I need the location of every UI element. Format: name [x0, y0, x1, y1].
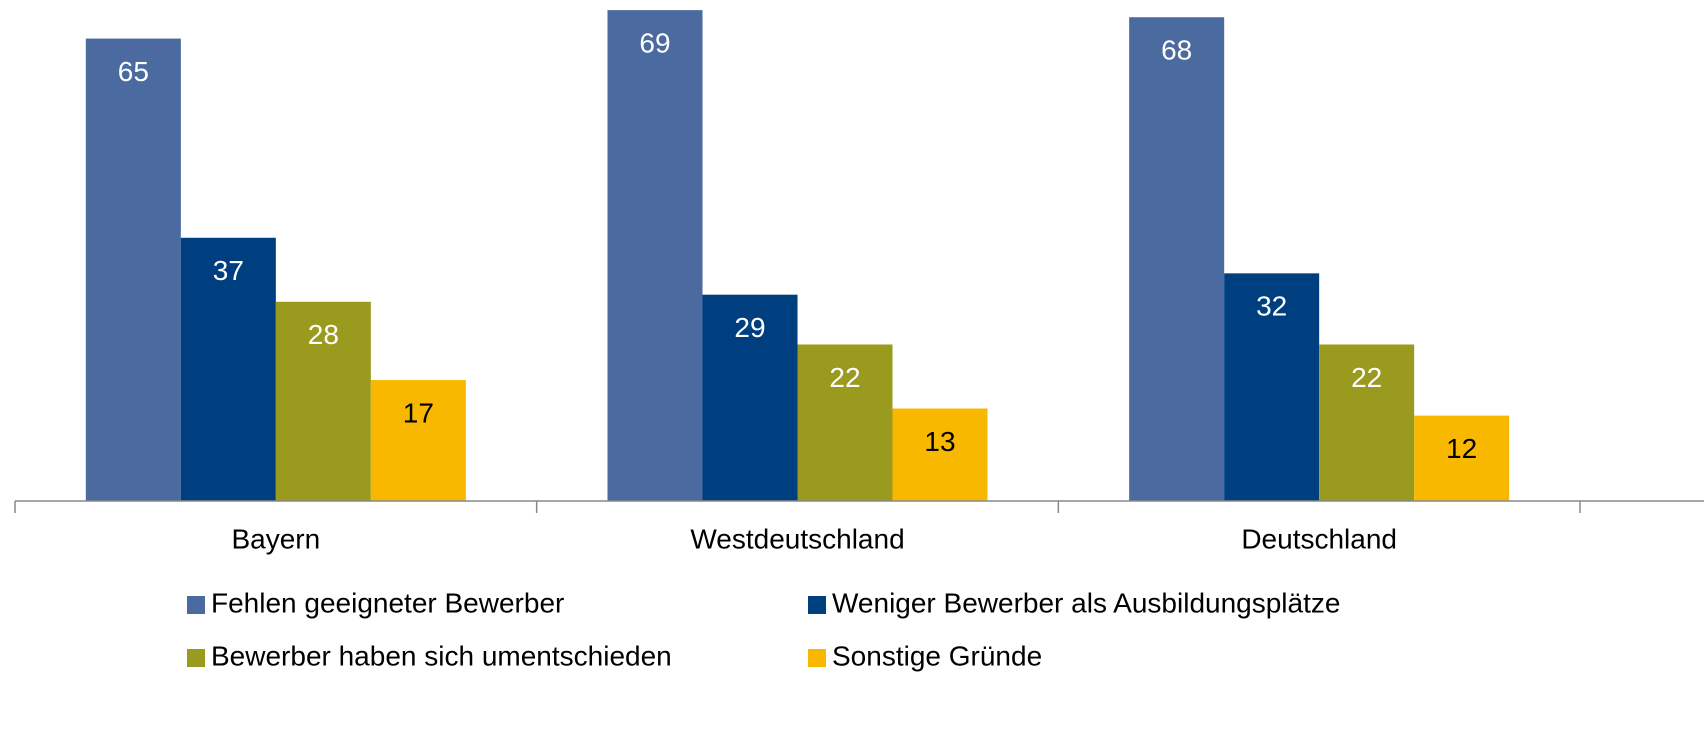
- bar: [1129, 17, 1225, 501]
- legend-swatch: [187, 596, 205, 614]
- data-label: 22: [829, 362, 860, 393]
- bar: [607, 10, 703, 501]
- data-label: 13: [924, 426, 955, 457]
- data-label: 29: [734, 312, 765, 343]
- bar: [1319, 344, 1415, 501]
- x-tick-label: Bayern: [231, 523, 320, 554]
- data-label: 69: [639, 28, 670, 59]
- data-label: 12: [1446, 433, 1477, 464]
- data-label: 32: [1256, 291, 1287, 322]
- legend-swatch: [187, 649, 205, 667]
- legend-label: Weniger Bewerber als Ausbildungsplätze: [832, 587, 1340, 618]
- legend-label: Fehlen geeigneter Bewerber: [211, 587, 564, 618]
- bar: [702, 294, 798, 501]
- bar: [892, 408, 988, 501]
- bar: [1224, 273, 1320, 501]
- data-label: 68: [1161, 35, 1192, 66]
- x-tick-label: Deutschland: [1241, 523, 1397, 554]
- legend-swatch: [808, 596, 826, 614]
- bar: [85, 38, 181, 501]
- bar: [275, 301, 371, 501]
- data-label: 65: [118, 56, 149, 87]
- data-label: 37: [213, 255, 244, 286]
- data-label: 28: [308, 319, 339, 350]
- legend-swatch: [808, 649, 826, 667]
- bar: [797, 344, 893, 501]
- bar: [180, 237, 276, 501]
- data-label: 22: [1351, 362, 1382, 393]
- x-tick-label: Westdeutschland: [690, 523, 904, 554]
- bar: [370, 380, 466, 501]
- legend-label: Sonstige Gründe: [832, 640, 1042, 671]
- data-label: 17: [403, 397, 434, 428]
- bar: [1414, 415, 1510, 501]
- legend-label: Bewerber haben sich umentschieden: [211, 640, 672, 671]
